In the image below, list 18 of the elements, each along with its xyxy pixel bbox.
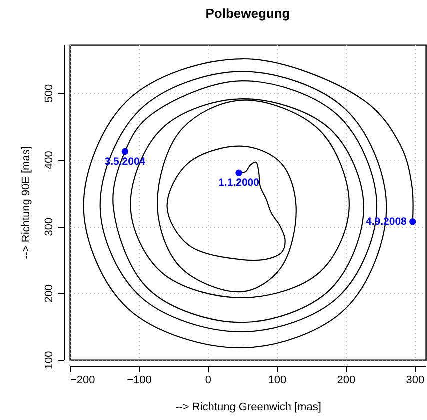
x-axis-title: --> Richtung Greenwich [mas] xyxy=(176,402,322,414)
x-tick-label: 100 xyxy=(268,374,287,386)
x-tick-label: 200 xyxy=(337,374,356,386)
x-tick-label: −100 xyxy=(127,374,152,386)
point xyxy=(236,170,242,176)
y-axis-title: --> Richtung 90E [mas] xyxy=(20,146,32,260)
point xyxy=(410,218,416,226)
y-tick-label: 400 xyxy=(44,151,56,170)
y-tick-label: 500 xyxy=(44,84,56,103)
point xyxy=(122,148,129,156)
x-tick-label: 0 xyxy=(205,374,212,386)
y-tick-label: 100 xyxy=(44,351,56,370)
chart-title: Polbewegung xyxy=(206,6,290,21)
annotation: 1.1.2000 xyxy=(218,177,260,190)
x-tick-label: −200 xyxy=(70,374,96,386)
y-tick-label: 300 xyxy=(44,218,56,236)
y-tick-label: 200 xyxy=(44,284,56,303)
x-tick-label: 300 xyxy=(406,374,425,386)
